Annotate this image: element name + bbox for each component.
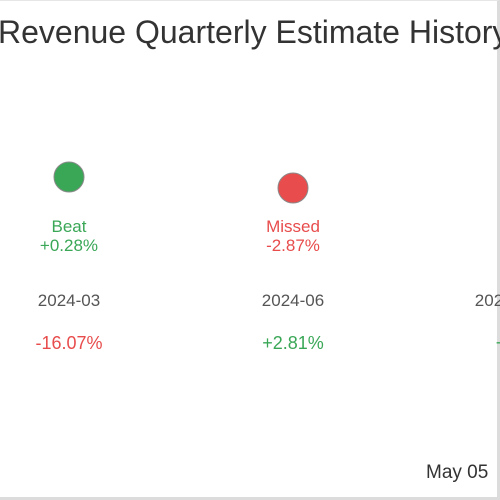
estimate-point-2024-03: [53, 161, 85, 193]
status-label-2024-06: Missed: [266, 217, 320, 236]
footer-date: May 05: [426, 462, 489, 483]
period-label-2024-06: 2024-06: [262, 291, 324, 310]
estimate-point-2024-06: [277, 172, 309, 204]
period-label-2024-03: 2024-03: [38, 291, 100, 310]
change-label-2024-03: -16.07%: [35, 333, 102, 353]
change-label-2024-06: +2.81%: [262, 333, 324, 353]
chart-title: Revenue Quarterly Estimate History: [0, 14, 500, 50]
status-label-2024-03: Beat: [52, 217, 87, 236]
period-label-2024-09: 2024-09: [475, 291, 500, 310]
surprise-label-2024-06: -2.87%: [266, 236, 320, 255]
change-label-2024-09: +1: [496, 333, 500, 353]
surprise-label-2024-03: +0.28%: [40, 236, 98, 255]
